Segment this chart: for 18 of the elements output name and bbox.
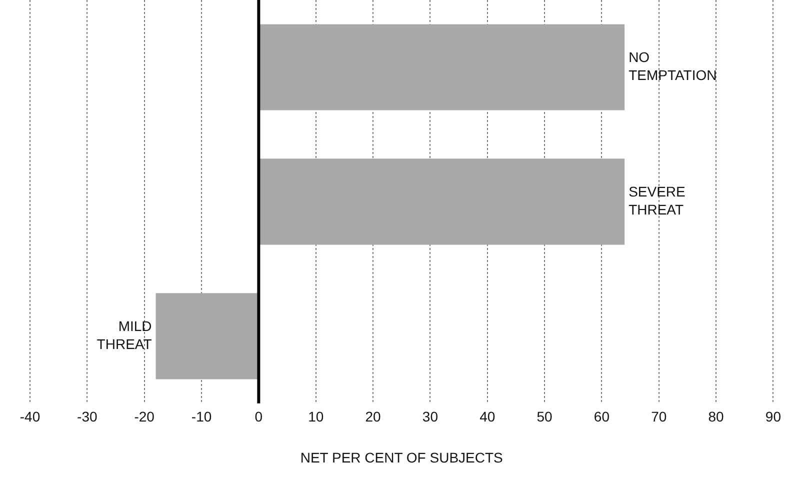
x-tick-label: -10 (191, 408, 212, 425)
x-tick-label: -40 (20, 408, 40, 425)
x-tick-label: 0 (254, 408, 263, 425)
x-tick-label: 30 (422, 408, 438, 425)
x-tick-label: 80 (708, 408, 724, 425)
x-tick-label: 70 (651, 408, 667, 425)
x-tick-label: 40 (480, 408, 496, 425)
x-tick-label: 90 (765, 408, 782, 425)
x-tick-label: 10 (308, 408, 324, 425)
x-tick-label: 50 (536, 408, 553, 425)
y-tick-label: NO TEMPTATION (628, 49, 717, 84)
y-tick-label: MILD THREAT (96, 318, 152, 352)
y-tick-label: SEVERE THREAT (628, 184, 686, 218)
x-tick-label: 60 (594, 408, 610, 425)
x-tick-label: -20 (134, 408, 155, 425)
x-axis-title: NET PER CENT OF SUBJECTS (300, 449, 503, 466)
x-tick-label: 20 (365, 408, 382, 425)
x-tick-label: -30 (77, 408, 98, 425)
